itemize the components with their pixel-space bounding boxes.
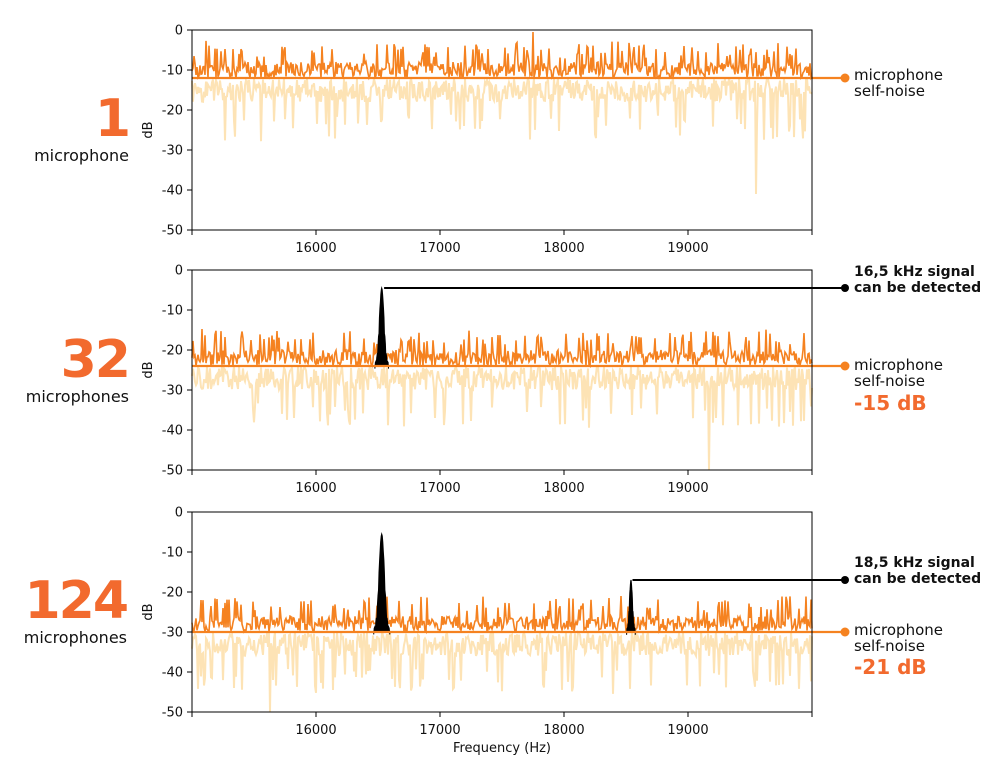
- x-tick-label: 18000: [543, 723, 584, 738]
- y-tick-label: -50: [162, 706, 183, 721]
- x-tick-label: 16000: [295, 723, 336, 738]
- y-axis-label: dB: [141, 121, 156, 138]
- signal-label-line2: can be detected: [854, 571, 982, 587]
- signal-label-1: 16,5 kHz signal can be detected: [854, 264, 981, 296]
- panel-label-2: 32 microphones: [25, 330, 131, 406]
- x-axis-label: Frequency (Hz): [453, 741, 551, 756]
- x-tick-label: 19000: [667, 481, 708, 496]
- noise-label-3: microphone self-noise: [854, 622, 943, 654]
- y-tick-label: -30: [162, 626, 183, 641]
- noise-floor-dot: [840, 361, 850, 371]
- x-tick-label: 19000: [667, 723, 708, 738]
- plot-frame: [191, 269, 813, 471]
- y-tick-label: -40: [162, 666, 183, 681]
- chart-panel-2: 0 -10 -20 -30 -40 -50 16000 17000 18000 19000 dB: [141, 264, 850, 496]
- y-tick-label: -10: [162, 304, 183, 319]
- peak-series-line: [191, 328, 813, 369]
- trough-series-line: [191, 364, 813, 471]
- y-tick-label: -50: [162, 464, 183, 479]
- chart-panel-3: 0 -10 -20 -30 -40 -50 16000 17000 18000 19000 dB Fr…: [141, 506, 850, 756]
- panel-unit: microphones: [23, 628, 127, 647]
- panel-number: 32: [60, 330, 131, 390]
- peak-series-line: [191, 31, 813, 81]
- noise-label-line2: self-noise: [854, 637, 925, 655]
- noise-reduction-2: -15 dB: [854, 391, 927, 415]
- x-tick-label: 16000: [295, 241, 336, 256]
- signal-leader-dot: [841, 576, 849, 584]
- y-axis-label: dB: [141, 603, 156, 620]
- y-tick-label: -30: [162, 144, 183, 159]
- x-tick-label: 17000: [419, 481, 460, 496]
- signal-label-line2: can be detected: [854, 280, 982, 296]
- y-axis-label: dB: [141, 361, 156, 378]
- noise-label-1: microphone self-noise: [854, 67, 943, 99]
- trough-series-line: [191, 76, 813, 195]
- y-tick-label: 0: [175, 24, 183, 39]
- plot-frame: [191, 29, 813, 231]
- noise-label-line2: self-noise: [854, 82, 925, 100]
- plot-frame: [191, 511, 813, 713]
- peak-series-line: [191, 595, 813, 635]
- y-tick-label: -10: [162, 546, 183, 561]
- signal-leader-dot: [841, 284, 849, 292]
- y-tick-label: -20: [162, 344, 183, 359]
- noise-label-line2: self-noise: [854, 372, 925, 390]
- noise-floor-dot: [840, 73, 850, 83]
- x-tick-label: 18000: [543, 481, 584, 496]
- y-tick-label: -40: [162, 424, 183, 439]
- y-tick-label: -20: [162, 586, 183, 601]
- panel-unit: microphones: [25, 387, 129, 406]
- y-tick-label: 0: [175, 506, 183, 521]
- signal-peak-2: [626, 579, 636, 635]
- y-tick-label: -40: [162, 184, 183, 199]
- chart-panel-1: 0 -10 -20 -30 -40 -50 16000 17000 18000 19000 dB: [141, 24, 850, 256]
- x-tick-label: 19000: [667, 241, 708, 256]
- panel-unit: microphone: [34, 146, 129, 165]
- x-tick-label: 18000: [543, 241, 584, 256]
- y-tick-label: -50: [162, 224, 183, 239]
- signal-label-line1: 16,5 kHz signal: [854, 264, 975, 280]
- noise-reduction-3: -21 dB: [854, 655, 927, 679]
- x-tick-label: 16000: [295, 481, 336, 496]
- x-tick-label: 17000: [419, 241, 460, 256]
- panel-label-1: 1 microphone: [34, 89, 131, 165]
- noise-floor-dot: [840, 627, 850, 637]
- y-tick-label: -10: [162, 64, 183, 79]
- panel-number: 1: [94, 89, 131, 149]
- noise-label-line1: microphone: [854, 356, 943, 374]
- y-tick-label: -20: [162, 104, 183, 119]
- noise-label-line1: microphone: [854, 621, 943, 639]
- signal-peak-1: [373, 532, 391, 635]
- y-tick-label: 0: [175, 264, 183, 279]
- noise-label-2: microphone self-noise: [854, 357, 943, 389]
- x-tick-label: 17000: [419, 723, 460, 738]
- panel-number: 124: [24, 571, 129, 631]
- trough-series-line: [191, 628, 813, 713]
- noise-label-line1: microphone: [854, 66, 943, 84]
- y-tick-label: -30: [162, 384, 183, 399]
- signal-peak-1: [374, 286, 389, 369]
- signal-label-2: 18,5 kHz signal can be detected: [854, 555, 981, 587]
- signal-label-line1: 18,5 kHz signal: [854, 555, 975, 571]
- panel-label-3: 124 microphones: [23, 571, 129, 647]
